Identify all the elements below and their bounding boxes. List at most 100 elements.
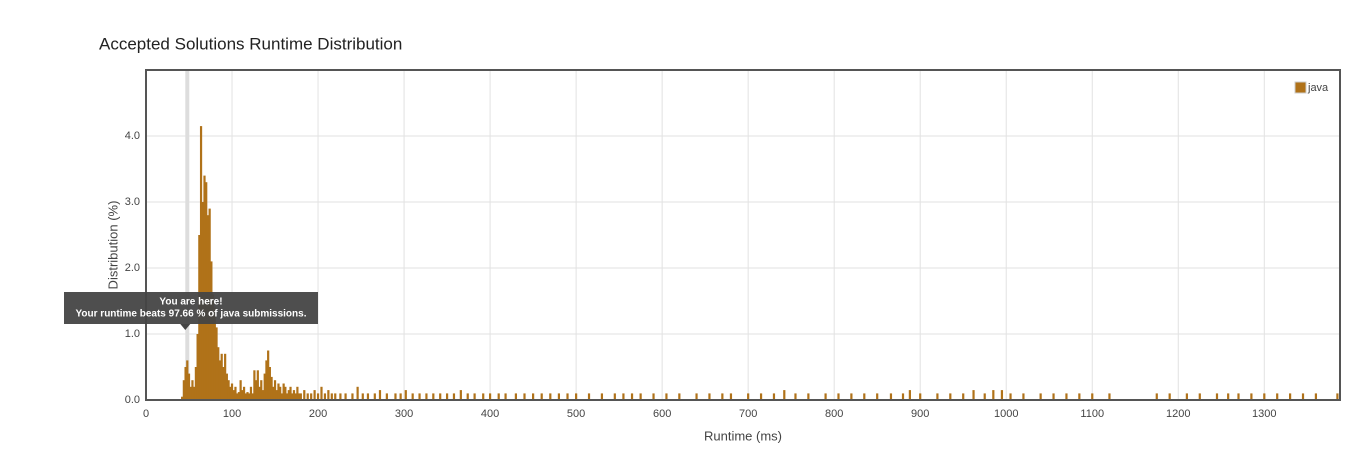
bar [445,393,449,400]
bar [972,390,975,400]
bar [504,393,507,400]
bar [356,386,359,400]
bar [225,373,228,400]
bar [497,393,500,400]
bar [323,393,327,400]
bar [863,393,866,400]
bar [378,390,382,400]
bar [260,380,263,400]
bar [1198,393,1201,400]
bar [291,393,294,400]
x-tick-label: 600 [653,408,671,420]
bar [466,393,469,400]
bar [613,393,616,400]
bar [747,393,750,400]
bar [366,393,370,400]
bar [488,393,492,400]
bar [1289,393,1292,400]
bar [279,386,282,400]
x-tick-label: 1300 [1252,408,1276,420]
bar [255,380,258,400]
bar [275,390,278,400]
bar [284,386,287,400]
x-tick-label: 0 [143,408,149,420]
bar [203,175,206,400]
bar [721,393,724,400]
bar [439,393,442,400]
bar [273,380,277,400]
bar [193,386,196,400]
bar [1227,393,1230,400]
bar [678,393,681,400]
bar [459,390,462,400]
bar [837,393,840,400]
bar [236,393,239,400]
bar [282,383,285,400]
legend-label: java [1307,82,1329,94]
bar [267,350,270,400]
bar [1263,393,1266,400]
y-tick-label: 2.0 [125,262,140,274]
bar [242,386,246,400]
bar [241,390,244,400]
bar [217,347,220,400]
bar [191,380,194,400]
bar [222,367,225,400]
bar [600,393,604,400]
bar [227,380,230,400]
y-tick-label: 4.0 [125,130,140,142]
bar [306,393,309,400]
legend-swatch [1294,81,1307,94]
x-tick-label: 700 [739,408,757,420]
bar [1301,393,1305,400]
bar [1168,393,1171,400]
bar [759,393,763,400]
bar [244,393,247,400]
y-tick-label: 1.0 [125,328,140,340]
bar [248,393,251,400]
bar [234,386,237,400]
bar [622,393,625,400]
bar [289,386,292,400]
bar [523,393,526,400]
bar [876,393,879,400]
bar [334,393,337,400]
bar [1250,393,1253,400]
bar [239,380,242,400]
bar [194,367,197,400]
bar [1039,393,1042,400]
bar [549,393,552,400]
bar [285,393,289,400]
bar [566,393,569,400]
bar [296,386,299,400]
bar [1052,393,1055,400]
x-tick-label: 500 [567,408,585,420]
bar [425,393,428,400]
bar [665,393,668,400]
x-tick-label: 300 [395,408,413,420]
y-axis-title: Distribution (%) [105,201,120,290]
bar [783,390,786,400]
y-tick-label: 0.0 [125,394,140,406]
bar [213,307,216,400]
bar [639,393,642,400]
bar [983,393,986,400]
bar [936,393,939,400]
bar [949,393,952,400]
bar [237,392,241,400]
bar [1009,393,1012,400]
bar [540,393,543,400]
bar [253,370,256,400]
bar [277,383,280,400]
x-tick-label: 1000 [994,408,1018,420]
bar [418,393,421,400]
tooltip: You are here!Your runtime beats 97.66 % … [64,292,318,330]
bar [824,393,827,400]
bar [361,393,364,400]
plot-border [145,69,1341,401]
x-tick-label: 400 [481,408,499,420]
tooltip-text: Your runtime beats 97.66 % of java submi… [75,309,306,320]
bar [187,373,191,400]
bar [229,386,232,400]
